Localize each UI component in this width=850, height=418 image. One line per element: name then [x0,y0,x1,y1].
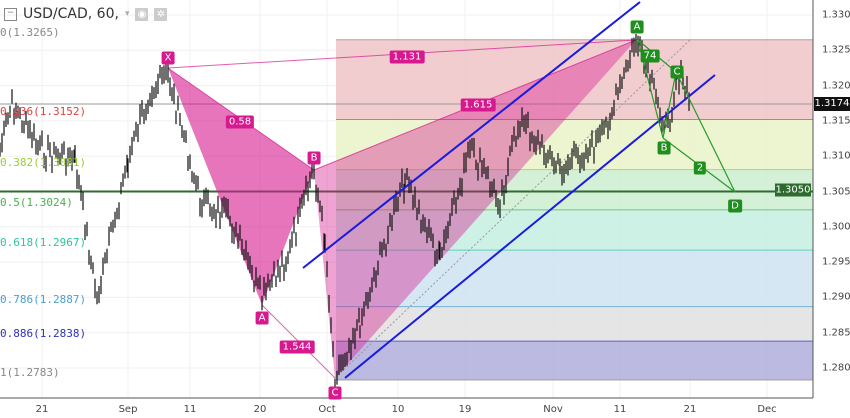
fib-level-label: 0.886(1.2838) [0,327,87,341]
y-tick-label: 1.3300 [822,9,850,21]
y-tick-label: 1.3050 [822,186,850,197]
fib-level-label: 1(1.2783) [0,366,60,379]
gear-icon[interactable]: ✲ [154,7,168,21]
y-tick-label: 1.3100 [822,150,850,162]
fib-zone [336,306,813,342]
fib-zone [336,209,813,251]
green-point-c-label: C [670,65,684,79]
y-tick-label: 1.3200 [822,80,850,92]
y-tick-label: 1.3000 [822,221,850,233]
green-ratio-label: 74 [640,49,660,63]
fib-level-label: 0.5(1.3024) [0,195,73,209]
fib-zone [336,341,813,381]
last-price-tag: 1.3174 [814,96,850,111]
eye-icon[interactable]: ◉ [135,7,149,21]
x-tick-label: Sep [118,404,138,415]
green-point-b-label: B [657,141,671,155]
x-tick-label: 21 [683,404,697,415]
green-point-d-label: D [728,199,742,213]
point-x-label: X [161,51,175,65]
ratio-label: 1.615 [460,98,496,112]
x-tick-label: 19 [458,404,472,415]
channel-lower-line [344,74,716,379]
green-pattern-line [675,71,736,193]
fib-level-label: 0.382(1.3081) [0,155,87,169]
trend-dotted-line [334,39,691,379]
green-ratio-label: 2 [693,161,707,175]
x-tick-label: Dec [757,404,777,415]
y-tick-label: 1.3150 [822,115,850,127]
green-point-a-label: A [630,20,644,34]
x-tick-label: 11 [613,404,627,415]
x-tick-label: 11 [183,404,197,415]
chevron-down-icon[interactable]: ▾ [124,9,130,19]
fib-level-label: 0(1.3265) [0,25,60,39]
ratio-label: 0.58 [225,115,255,129]
y-tick-label: 1.2950 [822,256,850,268]
level-price-tag: 1.3050 [775,183,811,196]
point-c-label: C [328,386,342,400]
y-tick-label: 1.2900 [822,291,850,303]
channel-upper-line [302,1,641,269]
x-tick-label: Oct [318,404,336,415]
y-tick-label: 1.3250 [822,44,850,56]
y-tick-label: 1.2800 [822,362,850,374]
chart-header: − USD/CAD, 60, ▾ ◉ ✲ [4,6,168,22]
fib-level-label: 0.786(1.2887) [0,292,87,306]
ratio-label: 1.131 [389,50,425,64]
fib-zone [336,250,813,307]
point-b-label: B [307,151,321,165]
bcd-triangle [314,40,636,378]
symbol-label: USD/CAD, 60, [23,6,119,22]
x-tick-label: Nov [543,404,563,415]
x-tick-label: 10 [391,404,405,415]
minus-square-icon[interactable]: − [4,7,17,21]
green-pattern-line [662,71,677,139]
fib-level-label: 0.618(1.2967) [0,236,87,250]
x-tick-label: 20 [253,404,267,415]
point-a-label: A [255,311,269,325]
xab-triangle [168,68,314,305]
fib-level-label: 0.236(1.3152) [0,105,87,119]
y-tick-label: 1.2850 [822,327,850,339]
ratio-label: 1.544 [279,340,315,354]
x-tick-label: 21 [35,404,49,415]
